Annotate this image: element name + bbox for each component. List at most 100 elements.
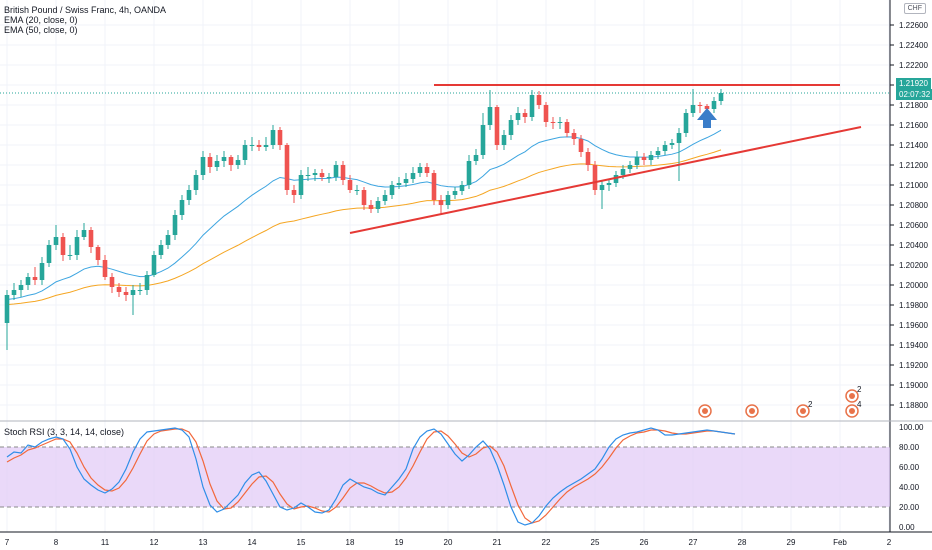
candle-body [354,190,360,191]
price-tick-label: 1.21000 [899,181,928,190]
candle-body [459,185,465,191]
stoch-k-line [6,427,736,526]
event-count: 4 [857,400,862,409]
date-tick-label: 19 [395,538,404,547]
date-tick-label: 8 [54,538,59,547]
stoch-tick-label: 0.00 [899,523,915,532]
candle-body [438,200,444,205]
price-tick-label: 1.21200 [899,161,928,170]
candle-body [718,93,724,101]
date-tick-label: 11 [101,538,110,547]
candle-body [592,165,598,190]
candle-body [46,245,52,263]
candle-body [620,169,626,175]
stoch-tick-label: 80.00 [899,443,920,452]
candle-body [53,237,59,245]
candle-body [613,175,619,183]
stoch-d-line [6,428,736,524]
flag-icon-dot [849,408,855,414]
price-tick-label: 1.20200 [899,261,928,270]
price-tick-label: 1.20600 [899,221,928,230]
date-tick-label: 26 [640,538,649,547]
candle-body [270,130,276,145]
candle-body [473,155,479,161]
candle-body [368,205,374,209]
symbol-title[interactable]: British Pound / Swiss Franc, 4h, OANDA [4,5,167,15]
stoch-tick-label: 100.00 [899,423,924,432]
candle-body [515,113,521,120]
candle-body [305,175,311,176]
candle-body [529,95,535,117]
date-tick-label: 2 [887,538,892,547]
date-tick-label: 7 [5,538,10,547]
ema20-legend[interactable]: EMA (20, close, 0) [4,15,78,25]
candle-body [508,120,514,135]
candle-body [347,180,353,190]
candle-body [550,122,556,123]
candle-body [151,255,157,275]
candle-body [242,145,248,160]
date-tick-label: 18 [346,538,355,547]
flag-icon-dot [702,408,708,414]
candle-body [102,260,108,277]
candle-body [144,275,150,290]
candle-body [291,190,297,195]
candle-body [130,290,136,295]
candle-body [536,95,542,105]
candle-body [200,157,206,175]
date-tick-label: Feb [833,538,847,547]
candle-body [39,263,45,280]
event-count: 2 [857,385,862,394]
candle-body [375,201,381,209]
price-tick-label: 1.18800 [899,401,928,410]
candle-body [109,277,115,287]
ema50-legend[interactable]: EMA (50, close, 0) [4,25,78,35]
candle-body [235,160,241,165]
stoch-rsi-legend[interactable]: Stoch RSI (3, 3, 14, 14, close) [4,427,125,437]
candle-body [627,165,633,169]
candle-body [543,105,549,122]
candle-body [263,145,269,147]
candle-body [207,157,213,167]
candle-body [704,106,710,109]
date-tick-label: 20 [444,538,453,547]
candle-body [179,200,185,215]
stoch-band [0,447,890,507]
price-tick-label: 1.20800 [899,201,928,210]
candle-body [95,247,101,260]
date-tick-label: 29 [787,538,796,547]
main-pane [0,0,890,420]
candle-body [564,122,570,133]
candle-body [690,105,696,113]
candle-body [522,113,528,117]
candle-body [480,125,486,155]
candle-body [382,195,388,201]
candle-body [60,237,66,255]
candle-body [501,135,507,145]
price-tick-label: 1.21800 [899,101,928,110]
candle-body [655,151,661,155]
candle-body [585,152,591,165]
candle-body [361,190,367,205]
candle-body [249,145,255,146]
candle-body [277,130,283,145]
candle-body [186,190,192,200]
candle-body [641,157,647,160]
candle-body [494,107,500,145]
candle-body [340,165,346,180]
date-tick-label: 25 [591,538,600,547]
price-tick-label: 1.19200 [899,361,928,370]
date-tick-label: 28 [738,538,747,547]
candle-body [25,277,31,285]
date-tick-label: 13 [199,538,208,547]
candle-body [487,107,493,125]
price-tick-label: 1.19400 [899,341,928,350]
candle-body [697,105,703,106]
candle-body [116,287,122,292]
candle-body [403,179,409,183]
date-tick-label: 21 [493,538,502,547]
currency-badge[interactable]: CHF [903,3,926,14]
candle-body [193,175,199,190]
flag-icon-dot [800,408,806,414]
